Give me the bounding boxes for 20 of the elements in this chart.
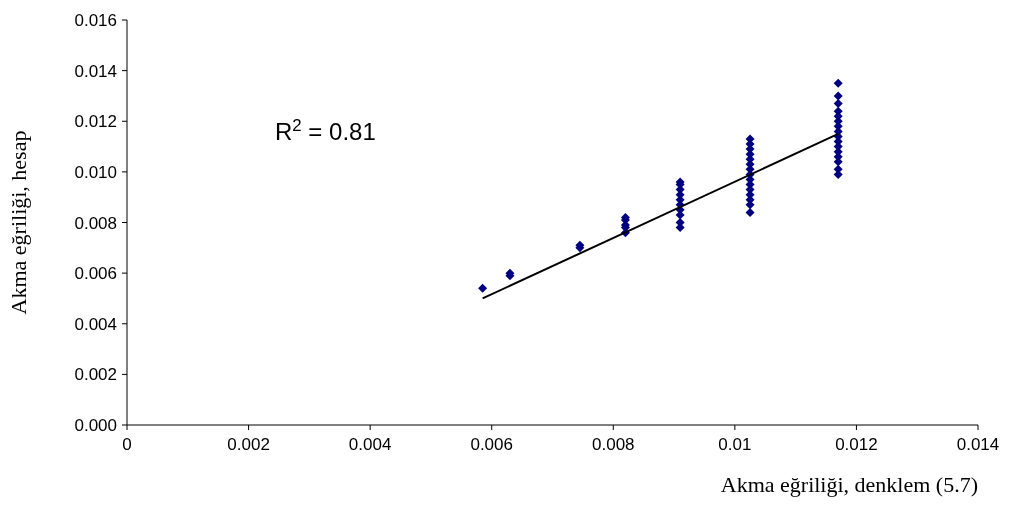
x-tick-label: 0	[122, 435, 132, 454]
y-tick-label: 0.016	[74, 11, 117, 30]
y-tick-label: 0.012	[74, 112, 117, 132]
y-tick-label: 0.008	[74, 213, 117, 233]
x-axis-title: Akma eğriliği, denklem (5.7)	[720, 472, 978, 497]
x-tick-label: 0.006	[470, 435, 513, 454]
x-tick-label: 0.012	[835, 435, 878, 454]
y-tick-label: 0.014	[74, 61, 117, 81]
y-tick-label: 0.002	[74, 365, 117, 385]
x-tick-label: 0.004	[348, 435, 392, 454]
x-tick-label: 0.014	[956, 435, 1000, 454]
x-tick-label: 0.01	[718, 435, 752, 454]
y-tick-label: 0.006	[74, 264, 117, 284]
y-tick-label: 0.010	[74, 162, 117, 182]
y-tick-label: 0.000	[74, 416, 117, 435]
x-tick-label: 0.002	[227, 435, 270, 454]
x-tick-label: 0.008	[592, 435, 635, 454]
annotation: R$^{2}$ = 0.81	[275, 115, 376, 145]
y-axis-title: Akma eğriliği, hesap	[6, 130, 31, 315]
y-tick-label: 0.004	[74, 314, 117, 334]
